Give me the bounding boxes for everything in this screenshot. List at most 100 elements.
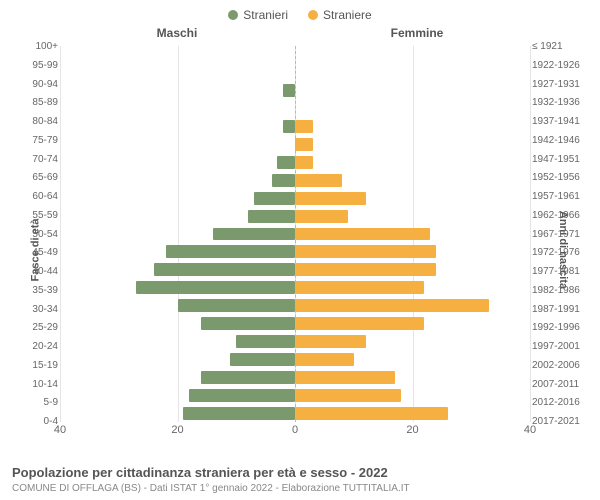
row-right <box>295 333 530 351</box>
y-tick-right: 2007-2011 <box>532 384 588 385</box>
x-tick: 20 <box>171 424 183 436</box>
legend-item-male: Stranieri <box>228 8 288 22</box>
y-axis-right: ≤ 19211922-19261927-19311932-19361937-19… <box>532 46 588 422</box>
row-left <box>60 46 295 64</box>
bar-male <box>248 210 295 223</box>
bar-female <box>295 228 430 241</box>
bar-female <box>295 371 395 384</box>
row-right <box>295 225 530 243</box>
footer-subtitle: COMUNE DI OFFLAGA (BS) - Dati ISTAT 1° g… <box>12 483 588 494</box>
row-left <box>60 404 295 422</box>
y-tick-left: 15-19 <box>22 365 58 366</box>
footer-title: Popolazione per cittadinanza straniera p… <box>12 465 588 480</box>
row-left <box>60 279 295 297</box>
row-left <box>60 136 295 154</box>
x-tick: 20 <box>406 424 418 436</box>
column-title-left: Maschi <box>157 26 198 40</box>
y-tick-left: 100+ <box>22 46 58 47</box>
y-tick-left: 80-84 <box>22 121 58 122</box>
x-tick: 40 <box>54 424 66 436</box>
bar-female <box>295 353 354 366</box>
row-left <box>60 261 295 279</box>
row-left <box>60 243 295 261</box>
y-tick-right: 1952-1956 <box>532 177 588 178</box>
y-tick-right: 1987-1991 <box>532 309 588 310</box>
row-left <box>60 153 295 171</box>
row-right <box>295 243 530 261</box>
y-tick-right: 1992-1996 <box>532 327 588 328</box>
y-axis-left: 100+95-9990-9485-8980-8475-7970-7465-696… <box>22 46 58 422</box>
footer: Popolazione per cittadinanza straniera p… <box>12 465 588 494</box>
row-right <box>295 207 530 225</box>
row-right <box>295 171 530 189</box>
bar-female <box>295 263 436 276</box>
y-tick-left: 10-14 <box>22 384 58 385</box>
bar-male <box>283 120 295 133</box>
y-tick-right: 2017-2021 <box>532 421 588 422</box>
row-left <box>60 350 295 368</box>
bar-male <box>201 371 295 384</box>
y-tick-left: 95-99 <box>22 65 58 66</box>
bar-female <box>295 210 348 223</box>
x-grid-line <box>530 46 531 422</box>
bar-male <box>154 263 295 276</box>
y-tick-right: 1962-1966 <box>532 215 588 216</box>
bar-female <box>295 174 342 187</box>
y-tick-right: 1957-1961 <box>532 196 588 197</box>
row-left <box>60 171 295 189</box>
row-right <box>295 118 530 136</box>
bar-male <box>189 389 295 402</box>
row-left <box>60 315 295 333</box>
y-tick-left: 90-94 <box>22 84 58 85</box>
legend-item-female: Straniere <box>308 8 372 22</box>
y-tick-right: 1972-1976 <box>532 252 588 253</box>
legend-label-male: Stranieri <box>243 8 288 22</box>
y-tick-right: 1967-1971 <box>532 234 588 235</box>
bar-male <box>213 228 295 241</box>
bar-female <box>295 317 424 330</box>
bar-female <box>295 120 313 133</box>
y-tick-left: 55-59 <box>22 215 58 216</box>
y-tick-right: 1932-1936 <box>532 102 588 103</box>
row-left <box>60 118 295 136</box>
column-title-right: Femmine <box>391 26 444 40</box>
y-tick-left: 25-29 <box>22 327 58 328</box>
bar-male <box>201 317 295 330</box>
bar-male <box>277 156 295 169</box>
row-right <box>295 46 530 64</box>
row-left <box>60 225 295 243</box>
y-tick-left: 50-54 <box>22 234 58 235</box>
bar-male <box>136 281 295 294</box>
row-right <box>295 82 530 100</box>
bar-male <box>183 407 295 420</box>
row-right <box>295 404 530 422</box>
bar-female <box>295 156 313 169</box>
bar-female <box>295 335 366 348</box>
y-tick-right: 2012-2016 <box>532 402 588 403</box>
bar-male <box>166 245 295 258</box>
y-tick-left: 5-9 <box>22 402 58 403</box>
legend-dot-male <box>228 10 238 20</box>
chart-area <box>60 46 530 422</box>
bar-male <box>178 299 296 312</box>
row-left <box>60 333 295 351</box>
row-left <box>60 386 295 404</box>
row-left <box>60 64 295 82</box>
bar-female <box>295 407 448 420</box>
y-tick-left: 85-89 <box>22 102 58 103</box>
row-right <box>295 64 530 82</box>
row-left <box>60 297 295 315</box>
bar-female <box>295 245 436 258</box>
row-left <box>60 100 295 118</box>
row-right <box>295 189 530 207</box>
row-left <box>60 189 295 207</box>
column-titles: Maschi Femmine <box>0 26 600 40</box>
row-right <box>295 386 530 404</box>
row-right <box>295 136 530 154</box>
bar-female <box>295 281 424 294</box>
row-right <box>295 297 530 315</box>
row-right <box>295 100 530 118</box>
legend-dot-female <box>308 10 318 20</box>
bar-male <box>272 174 296 187</box>
y-tick-right: 1982-1986 <box>532 290 588 291</box>
